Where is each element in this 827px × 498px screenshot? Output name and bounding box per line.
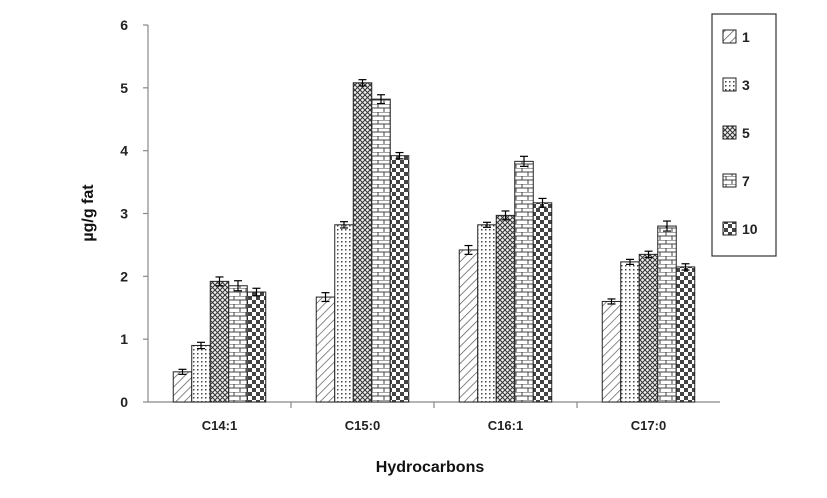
legend-swatch [722, 125, 737, 140]
bar [246, 291, 267, 403]
legend-label: 3 [742, 77, 750, 93]
y-tick-label: 1 [120, 331, 128, 347]
error-bars [178, 79, 690, 375]
bar [371, 98, 391, 403]
bar [389, 155, 410, 403]
bar [620, 261, 640, 403]
legend-swatch [722, 221, 737, 236]
y-axis-title: µg/g fat [80, 184, 97, 242]
bar [191, 344, 211, 403]
bar [532, 202, 553, 403]
legend-label: 5 [742, 125, 750, 141]
bar [601, 300, 622, 403]
legend-swatch [722, 29, 737, 44]
legend-swatch [722, 173, 737, 188]
y-tick-label: 0 [120, 394, 128, 410]
y-ticks: 0 1 2 3 4 5 6 [120, 17, 148, 410]
bars [172, 82, 696, 403]
legend-swatch [722, 77, 737, 92]
bar [675, 266, 696, 403]
bar [477, 224, 497, 403]
y-tick-label: 6 [120, 17, 128, 33]
x-axis-title: Hydrocarbons [376, 459, 485, 476]
bar [638, 253, 659, 403]
bar [495, 214, 516, 403]
bar [228, 285, 248, 403]
x-tick-label: C17:0 [631, 418, 666, 433]
y-tick-label: 3 [120, 206, 128, 222]
x-tick-label: C14:1 [202, 418, 237, 433]
legend: 1 3 5 7 10 [711, 13, 777, 257]
x-tick-label: C16:1 [488, 418, 523, 433]
x-ticks: C14:1 C15:0 C16:1 C17:0 [202, 402, 666, 433]
x-tick-label: C15:0 [345, 418, 380, 433]
legend-label: 1 [742, 29, 750, 45]
legend-label: 10 [742, 221, 758, 237]
legend-label: 7 [742, 173, 750, 189]
bar [352, 82, 373, 403]
bar [514, 160, 534, 403]
bar [657, 225, 677, 403]
y-tick-label: 5 [120, 80, 128, 96]
y-tick-label: 4 [120, 143, 128, 159]
bar [458, 249, 479, 403]
bar [172, 371, 193, 403]
bar [315, 296, 336, 403]
y-tick-label: 2 [120, 268, 128, 284]
bar [209, 280, 230, 403]
bar [334, 224, 354, 403]
